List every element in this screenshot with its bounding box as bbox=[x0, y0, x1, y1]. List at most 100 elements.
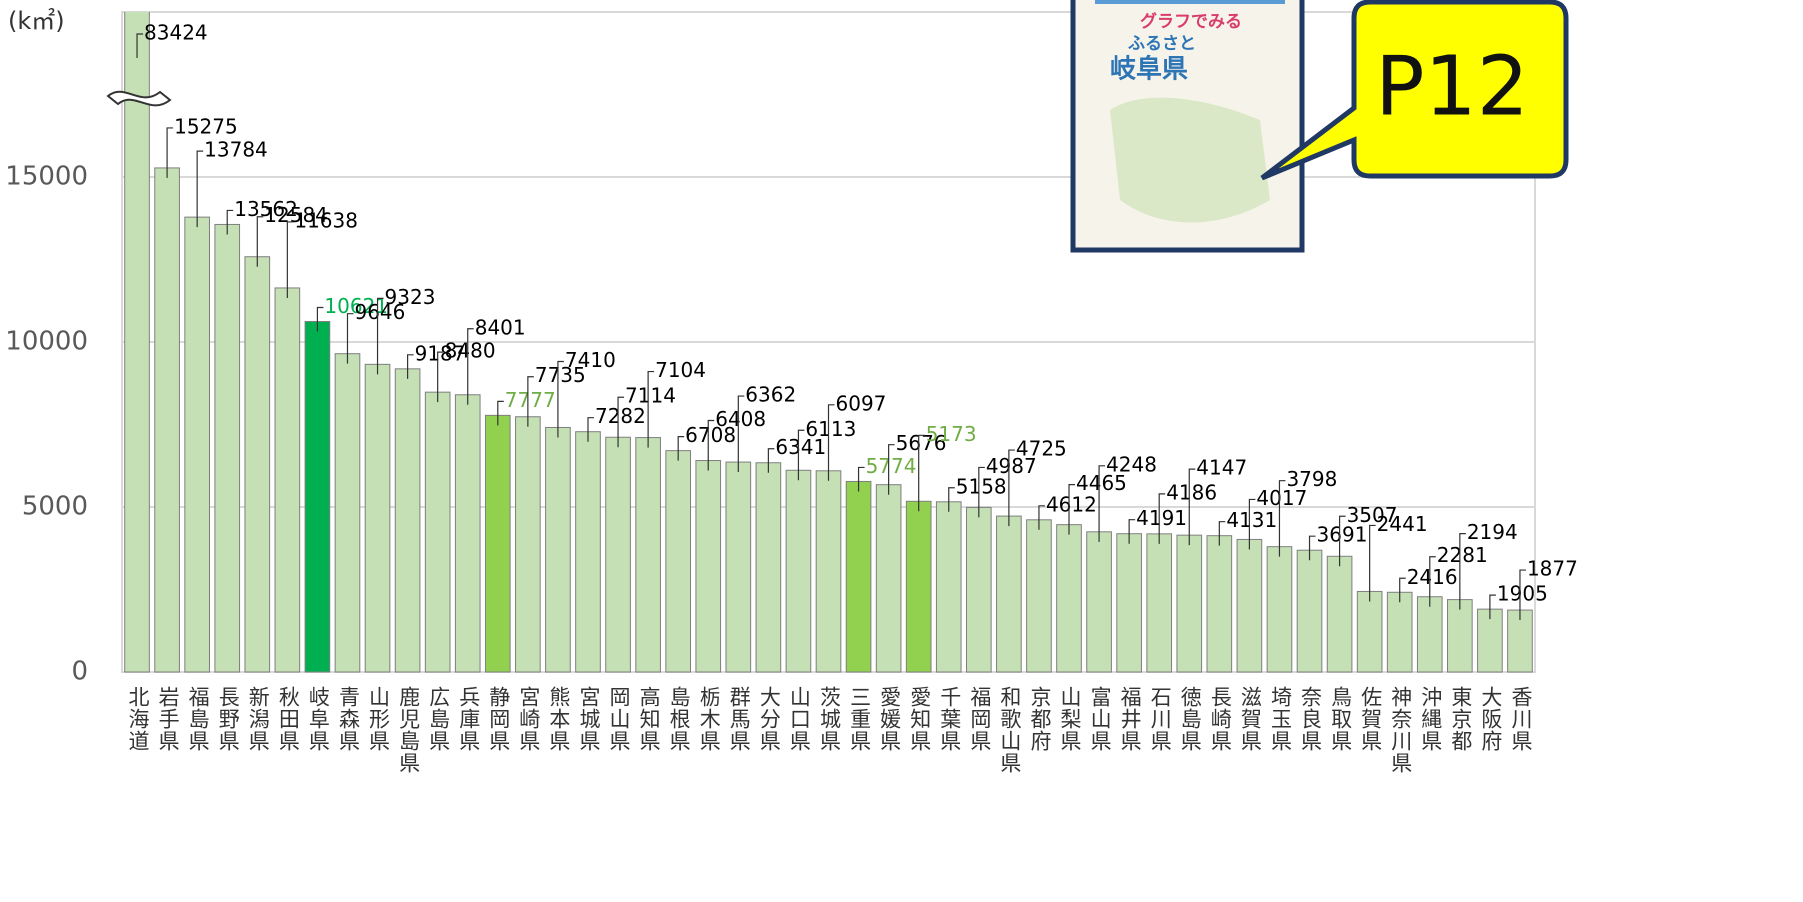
bar bbox=[1087, 532, 1112, 672]
bar bbox=[906, 501, 931, 672]
value-label: 1877 bbox=[1527, 557, 1578, 581]
value-label: 7410 bbox=[565, 348, 616, 372]
x-tick-label: 島根県 bbox=[667, 686, 691, 752]
x-tick-label: 佐賀県 bbox=[1359, 686, 1383, 752]
x-tick-label: 大阪府 bbox=[1479, 686, 1503, 752]
chart: (k㎡) 050001000015000 北海道83424岩手県15275福島県… bbox=[0, 0, 1803, 902]
y-tick-label: 5000 bbox=[22, 492, 88, 522]
x-tick-label: 愛知県 bbox=[908, 686, 932, 752]
bar bbox=[696, 461, 721, 672]
x-tick-label: 長崎県 bbox=[1208, 686, 1232, 752]
x-tick-label: 石川県 bbox=[1148, 686, 1172, 752]
bar bbox=[936, 502, 961, 672]
value-label: 1905 bbox=[1497, 582, 1548, 606]
x-tick-label: 徳島県 bbox=[1178, 686, 1202, 752]
y-tick-label: 0 bbox=[71, 657, 88, 687]
bar bbox=[335, 354, 360, 672]
value-label: 2416 bbox=[1407, 565, 1458, 589]
x-tick-label: 鳥取県 bbox=[1329, 686, 1353, 752]
x-tick-label: 福岡県 bbox=[968, 686, 992, 752]
bar bbox=[455, 395, 480, 672]
bar bbox=[786, 470, 811, 672]
bar bbox=[425, 392, 450, 672]
value-label: 9323 bbox=[385, 285, 436, 309]
cover: グラフでみる ふるさと 岐阜県 bbox=[1073, 0, 1302, 250]
bar bbox=[1147, 534, 1172, 672]
bar bbox=[365, 364, 390, 672]
x-tick-label: 岡山県 bbox=[607, 686, 631, 752]
bar bbox=[636, 438, 661, 672]
y-tick-label: 10000 bbox=[5, 327, 88, 357]
value-label: 5774 bbox=[866, 454, 917, 478]
x-tick-label: 長野県 bbox=[216, 686, 240, 752]
x-tick-label: 山口県 bbox=[787, 686, 811, 752]
bar bbox=[1297, 550, 1322, 672]
x-tick-label: 東京都 bbox=[1449, 686, 1473, 752]
callout: P12 bbox=[1262, 2, 1566, 178]
value-label: 7114 bbox=[625, 384, 676, 408]
x-tick-label: 京都府 bbox=[1028, 686, 1052, 752]
bar bbox=[966, 507, 991, 672]
x-tick-label: 群馬県 bbox=[727, 686, 751, 752]
bar bbox=[1267, 547, 1292, 672]
x-tick-label: 宮崎県 bbox=[517, 686, 541, 752]
leader-line bbox=[287, 222, 293, 298]
bar bbox=[997, 516, 1022, 672]
value-label: 8401 bbox=[475, 315, 526, 339]
x-tick-label: 埼玉県 bbox=[1268, 686, 1292, 752]
value-label: 7282 bbox=[595, 404, 646, 428]
value-label: 2194 bbox=[1467, 520, 1518, 544]
bar bbox=[1027, 520, 1052, 672]
value-label: 4131 bbox=[1226, 508, 1277, 532]
bar bbox=[606, 437, 631, 672]
bar bbox=[485, 415, 510, 672]
bar bbox=[726, 462, 751, 672]
bar bbox=[395, 369, 420, 672]
x-tick-label: 神奈川県 bbox=[1389, 686, 1413, 774]
value-label: 4191 bbox=[1136, 506, 1187, 530]
bar bbox=[1417, 597, 1442, 672]
bar bbox=[516, 417, 541, 672]
x-tick-label: 山梨県 bbox=[1058, 686, 1082, 752]
cover-band bbox=[1095, 0, 1285, 4]
value-label: 4186 bbox=[1166, 480, 1217, 504]
bar bbox=[876, 485, 901, 672]
cover-map bbox=[1110, 98, 1270, 223]
value-label: 7104 bbox=[655, 358, 706, 382]
value-label: 4612 bbox=[1046, 492, 1097, 516]
cover-title: グラフでみる bbox=[1140, 11, 1242, 32]
y-tick-label: 15000 bbox=[5, 162, 88, 192]
bar bbox=[846, 481, 871, 672]
x-tick-label: 山形県 bbox=[367, 686, 391, 752]
bar bbox=[1357, 591, 1382, 672]
value-label: 6362 bbox=[745, 383, 796, 407]
value-label: 4725 bbox=[1016, 437, 1067, 461]
x-tick-label: 三重県 bbox=[848, 686, 872, 752]
x-tick-label: 兵庫県 bbox=[457, 686, 481, 752]
x-tick-label: 新潟県 bbox=[246, 686, 270, 752]
x-tick-label: 富山県 bbox=[1088, 686, 1112, 752]
bar bbox=[245, 257, 270, 672]
x-tick-label: 福井県 bbox=[1118, 686, 1142, 752]
value-label: 6408 bbox=[715, 407, 766, 431]
x-tick-label: 大分県 bbox=[757, 686, 781, 752]
value-label: 7777 bbox=[505, 388, 556, 412]
bar bbox=[1327, 556, 1352, 672]
bar bbox=[756, 463, 781, 672]
bar bbox=[275, 288, 300, 672]
callout-text: P12 bbox=[1375, 39, 1529, 134]
x-tick-label: 滋賀県 bbox=[1238, 686, 1262, 752]
value-label: 6113 bbox=[805, 417, 856, 441]
cover-title: ふるさと bbox=[1128, 34, 1196, 54]
bar bbox=[816, 471, 841, 672]
x-tick-label: 茨城県 bbox=[818, 686, 842, 752]
x-tick-label: 香川県 bbox=[1509, 686, 1533, 752]
bar bbox=[1237, 539, 1262, 672]
value-label: 13784 bbox=[204, 138, 268, 162]
x-tick-label: 愛媛県 bbox=[878, 686, 902, 752]
value-label: 2441 bbox=[1377, 512, 1428, 536]
value-label: 2281 bbox=[1437, 543, 1488, 567]
bar bbox=[1448, 600, 1473, 672]
x-tick-label: 青森県 bbox=[336, 686, 360, 752]
bar bbox=[1177, 535, 1202, 672]
